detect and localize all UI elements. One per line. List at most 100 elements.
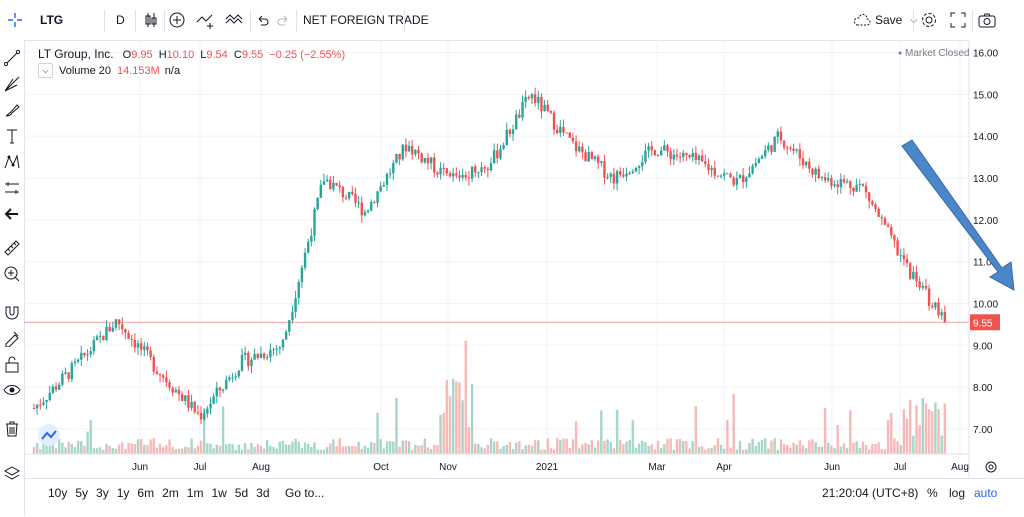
undo-icon[interactable] [256, 0, 270, 40]
range-button-10y[interactable]: 10y [48, 486, 68, 500]
save-button[interactable]: Save ⌵ [852, 0, 917, 40]
candle-body [190, 401, 193, 408]
candle-body [776, 131, 780, 137]
candle-body [578, 146, 581, 152]
symbol-name[interactable]: LT Group, Inc. [38, 47, 114, 61]
candle-body [682, 152, 685, 157]
arrow-left-icon[interactable] [2, 204, 22, 224]
volume-bar [502, 446, 505, 454]
candle-body [631, 171, 635, 173]
indicator-template-button[interactable]: NET FOREIGN TRADE [303, 13, 429, 27]
magnet-icon[interactable] [2, 302, 22, 322]
volume-bar [259, 445, 263, 454]
candle-body [700, 155, 704, 162]
interval-button[interactable]: D [116, 13, 125, 27]
range-button-3y[interactable]: 3y [96, 486, 109, 500]
candle-body [139, 343, 143, 350]
log-toggle[interactable]: log [949, 486, 966, 500]
range-button-5y[interactable]: 5y [75, 486, 89, 500]
candle-body [820, 177, 824, 179]
volume-bar [266, 440, 269, 454]
indicators-icon[interactable] [225, 0, 245, 40]
trend-line-icon[interactable] [2, 48, 22, 68]
clock-time[interactable]: 21:20:04 (UTC+8) [822, 486, 919, 500]
volume-bar [401, 440, 404, 454]
candle-body [694, 153, 698, 161]
close-value: 9.55 [241, 49, 264, 61]
candle-style-icon[interactable] [143, 0, 159, 40]
pattern-icon[interactable] [2, 152, 22, 172]
candle-body [54, 386, 58, 390]
range-button-2m[interactable]: 2m [162, 486, 179, 500]
auto-toggle[interactable]: auto [974, 486, 998, 500]
settings-icon[interactable] [920, 0, 938, 40]
crosshair-icon[interactable] [6, 0, 24, 40]
volume-bar [868, 449, 871, 454]
candle-body [707, 164, 710, 171]
volume-bar [590, 440, 594, 454]
volume-bar [628, 439, 631, 454]
volume-bar [42, 443, 45, 454]
percent-toggle[interactable]: % [927, 486, 938, 500]
range-button-6m[interactable]: 6m [137, 486, 155, 500]
brush-icon[interactable] [2, 100, 22, 120]
zoom-in-icon[interactable] [2, 264, 22, 284]
range-button-1m[interactable]: 1m [186, 486, 204, 500]
lock-icon[interactable] [2, 354, 22, 374]
candle-body [234, 376, 237, 378]
price-chart[interactable]: 16.00 15.00 14.00 13.00 12.00 11.00 10.00 9.00 8… [24, 40, 1024, 478]
volume-bar [187, 447, 190, 454]
ruler-icon[interactable] [2, 238, 22, 258]
candle-body [697, 155, 701, 161]
candle-body [804, 161, 808, 166]
volume-bar [537, 440, 540, 454]
volume-bar [196, 445, 200, 454]
volume-bar [426, 447, 430, 454]
volume-bar [700, 446, 704, 454]
range-button-1w[interactable]: 1w [211, 486, 227, 500]
eye-icon[interactable] [2, 380, 22, 400]
volume-bar [136, 439, 140, 454]
fullscreen-icon[interactable] [950, 0, 966, 40]
candle-body [515, 114, 518, 130]
goto-button[interactable]: Go to... [285, 486, 325, 500]
trash-icon[interactable] [2, 418, 22, 438]
close-label: C [233, 49, 242, 61]
candle-body [704, 161, 707, 165]
range-button-3d[interactable]: 3d [256, 486, 270, 500]
symbol-search[interactable]: LTG [40, 13, 64, 27]
candle-body [392, 162, 395, 174]
add-indicator-icon[interactable] [168, 0, 186, 40]
gann-fib-icon[interactable] [2, 74, 22, 94]
range-button-1y[interactable]: 1y [116, 486, 130, 500]
volume-bar [587, 444, 590, 454]
compare-icon[interactable] [196, 0, 216, 40]
volume-bar [114, 448, 118, 454]
volume-bar [149, 439, 152, 454]
candle-body [266, 357, 269, 359]
candle-body [625, 173, 628, 177]
text-icon[interactable] [2, 126, 22, 146]
volume-bar [162, 447, 165, 454]
candle-body [294, 298, 297, 312]
camera-icon[interactable] [978, 0, 996, 40]
candle-body [880, 216, 884, 219]
object-tree-icon[interactable] [2, 464, 22, 484]
candle-body [921, 285, 924, 288]
stay-drawing-icon[interactable] [2, 328, 22, 348]
candle-body [133, 340, 137, 348]
volume-bar [152, 438, 155, 454]
volume-bar [729, 447, 732, 454]
range-button-5d[interactable]: 5d [234, 486, 249, 500]
volume-bars [32, 340, 947, 454]
collapse-chevron-icon[interactable]: ⌵ [38, 63, 53, 78]
volume-bar [845, 448, 849, 454]
price-axis-bg [969, 40, 1024, 478]
candle-body [237, 370, 241, 377]
redo-icon[interactable] [276, 0, 290, 40]
candle-body [250, 359, 253, 367]
prediction-icon[interactable] [2, 178, 22, 198]
low-label: L [200, 49, 207, 61]
candle-body [158, 373, 162, 376]
candle-body [590, 151, 594, 159]
